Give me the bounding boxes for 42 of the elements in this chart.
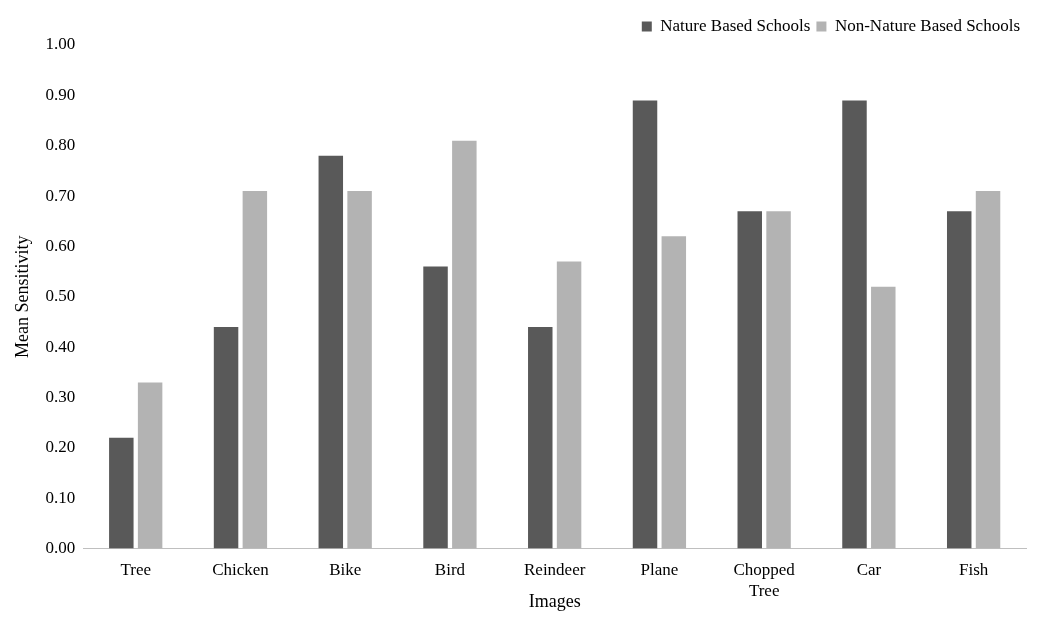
x-tick-label: Bike xyxy=(329,560,362,580)
y-tick-label: 0.80 xyxy=(45,135,76,155)
x-axis-title: Images xyxy=(528,590,581,611)
y-tick-label: 0.30 xyxy=(45,386,76,406)
bar xyxy=(137,382,163,549)
bar xyxy=(528,327,553,549)
x-tick-label: Fish xyxy=(958,560,989,580)
x-tick-label: Plane xyxy=(640,560,679,580)
bar xyxy=(347,191,372,549)
bar xyxy=(632,100,658,549)
y-tick-label: 0.70 xyxy=(45,185,76,205)
bar xyxy=(766,211,791,549)
bar xyxy=(318,155,344,549)
bar xyxy=(109,437,134,549)
y-tick-label: 1.00 xyxy=(45,34,76,54)
bar xyxy=(946,211,972,549)
x-tick-label: Tree xyxy=(120,560,151,580)
y-tick-label: 0.00 xyxy=(45,538,76,558)
bar xyxy=(737,211,762,549)
bar xyxy=(975,191,1001,549)
x-tick-label: Car xyxy=(856,560,882,580)
bar xyxy=(871,286,896,549)
y-tick-label: 0.50 xyxy=(45,286,76,306)
y-tick-label: 0.40 xyxy=(45,336,76,356)
bar xyxy=(452,140,477,549)
y-axis-title: Mean Sensitivity xyxy=(11,235,32,359)
y-tick-label: 0.10 xyxy=(45,487,76,507)
bar xyxy=(423,266,448,549)
y-tick-label: 0.20 xyxy=(45,437,76,457)
bar xyxy=(661,236,687,549)
y-tick-label: 0.90 xyxy=(45,84,76,104)
bar xyxy=(842,100,867,549)
y-tick-label: 0.60 xyxy=(45,235,76,255)
x-tick-label: Reindeer xyxy=(524,560,586,580)
legend-label: Non-Nature Based Schools xyxy=(834,15,1020,35)
x-tick-label: Chicken xyxy=(212,560,270,580)
x-tick-label: Bird xyxy=(434,560,466,580)
bar xyxy=(556,261,582,549)
x-tick-label: Chopped Tree xyxy=(733,560,796,600)
legend-label: Nature Based Schools xyxy=(660,15,811,35)
bar xyxy=(242,191,268,549)
bar xyxy=(213,327,239,549)
